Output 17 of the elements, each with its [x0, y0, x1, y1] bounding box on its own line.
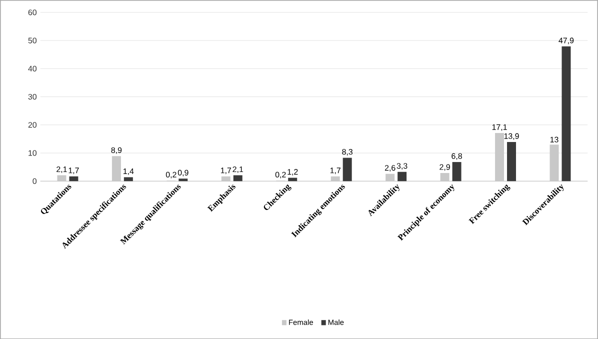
bar	[124, 177, 133, 181]
bar	[550, 144, 559, 181]
bar	[112, 156, 121, 181]
bar	[562, 46, 571, 181]
bar	[398, 172, 407, 181]
bar	[452, 162, 462, 181]
bar	[57, 175, 66, 181]
bar	[69, 176, 78, 181]
bar	[221, 176, 230, 181]
bar	[342, 158, 352, 181]
bar	[507, 142, 516, 181]
bar	[330, 176, 340, 181]
bar	[178, 178, 188, 181]
bar	[233, 175, 242, 181]
bar	[386, 174, 395, 181]
bar	[440, 172, 450, 181]
bar	[495, 132, 504, 181]
